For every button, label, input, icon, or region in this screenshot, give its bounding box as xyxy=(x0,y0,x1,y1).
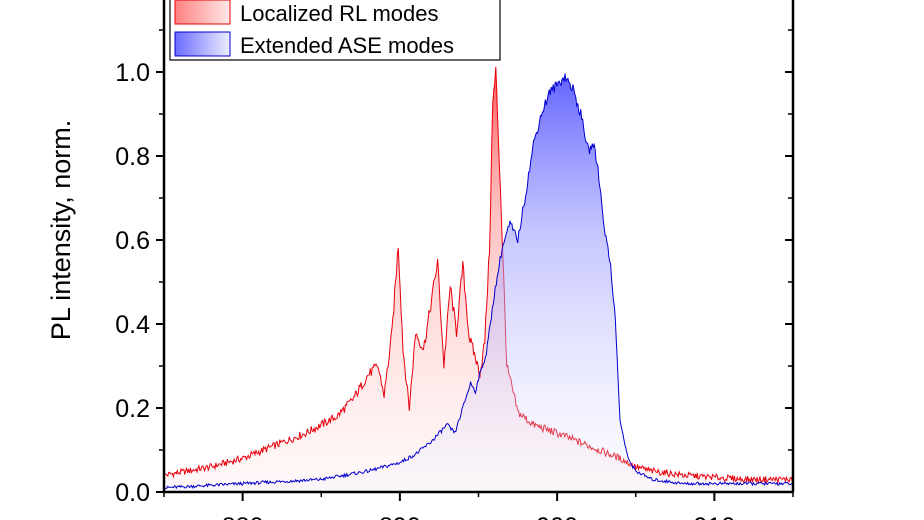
series-extended xyxy=(164,73,793,492)
y-tick-label: 0.8 xyxy=(115,143,150,171)
axis-ticks: 0.0 0.2 0.4 0.6 0.8 1.0 880 890 900 910 xyxy=(115,29,794,520)
x-tick-label: 880 xyxy=(222,513,264,520)
legend-swatch-localized xyxy=(174,0,231,25)
y-axis-label: PL intensity, norm. xyxy=(46,120,76,341)
x-tick-label: 890 xyxy=(379,513,421,520)
series-layer xyxy=(164,66,793,492)
y-tick-label: 0.0 xyxy=(115,479,150,507)
x-tick-label: 910 xyxy=(694,513,736,520)
series-line-localized xyxy=(164,66,793,485)
y-tick-label: 0.6 xyxy=(115,227,150,255)
y-tick-label: 0.4 xyxy=(115,311,150,339)
series-area-extended xyxy=(164,73,793,492)
y-tick-label: 0.2 xyxy=(115,395,150,423)
legend-label-extended: Extended ASE modes xyxy=(240,33,454,58)
legend-label-localized: Localized RL modes xyxy=(240,1,439,26)
legend-swatch-extended xyxy=(174,31,231,57)
series-line-extended xyxy=(164,73,793,490)
legend: Localized RL modes Extended ASE modes xyxy=(169,0,501,61)
x-tick-label: 900 xyxy=(536,513,578,520)
y-tick-label: 1.0 xyxy=(115,59,150,87)
